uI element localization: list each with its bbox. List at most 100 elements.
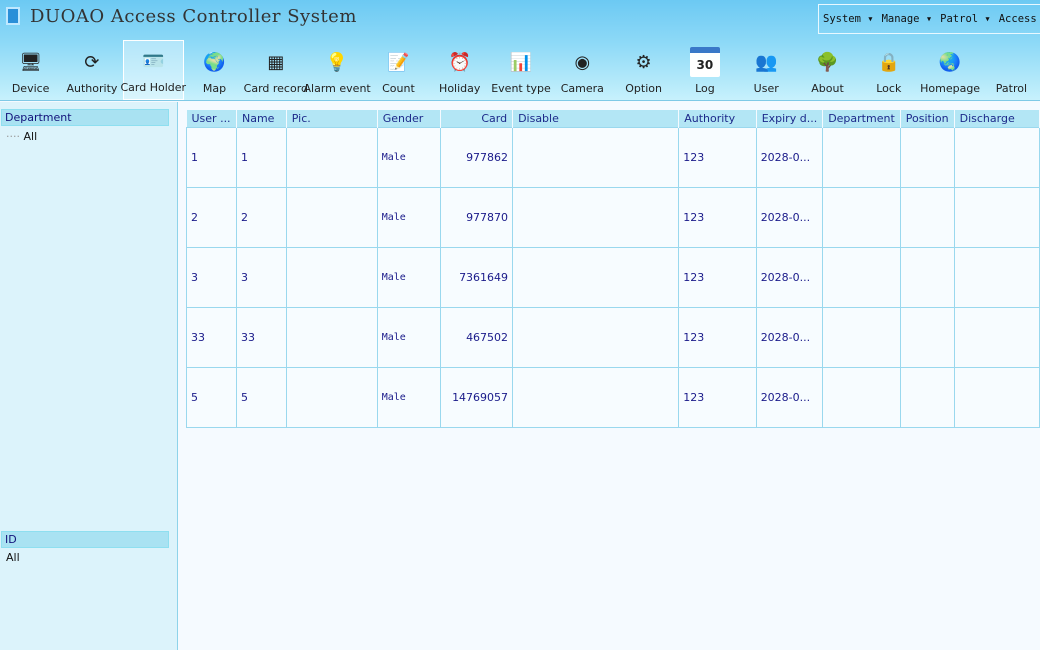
toolbar-option-button[interactable]: ⚙ Option [613,40,674,100]
table-cell: 2028-0... [755,186,824,248]
table-cell [899,246,955,308]
table-cell [512,186,680,248]
table-cell [285,246,378,308]
toolbar-card-record-button[interactable]: ▦ Card record [244,40,308,100]
toolbar-event-type-button[interactable]: 📊 Event type [490,40,551,100]
toolbar-label: Event type [491,82,551,95]
menu-1[interactable]: Manage ▾ [881,13,933,25]
column-header[interactable]: Card [440,110,514,127]
table-row[interactable]: 33 33 Male 467502 123 2028-0... [186,306,1040,368]
tree-item-label: All [23,130,38,143]
toolbar-label: Patrol [995,82,1028,95]
toolbar-label: Authority [66,82,118,95]
globe-icon: 🌏 [938,51,962,73]
toolbar-count-button[interactable]: 📝 Count [368,40,429,100]
toolbar-label: Count [382,82,415,95]
toolbar-homepage-button[interactable]: 🌏 Homepage [919,40,980,100]
table-row[interactable]: 3 3 Male 7361649 123 2028-0... [186,246,1040,308]
column-header[interactable]: Authority [678,110,757,127]
toolbar-alarm-event-button[interactable]: 💡 Alarm event [304,40,371,100]
menu-3[interactable]: Access co [998,13,1040,25]
column-header[interactable]: Gender [377,110,442,127]
table-cell: 977870 [440,186,514,248]
column-header[interactable]: Discharge [954,110,1040,127]
table-cell [953,126,1040,188]
table-cell: 2028-0... [755,366,824,428]
toolbar-map-button[interactable]: 🌍 Map [184,40,245,100]
department-header: Department [1,109,169,126]
lock-icon: 🔒 [877,51,900,73]
table-cell [953,186,1040,248]
column-header[interactable]: User ... [186,110,237,127]
alarm-clock-icon: ⏰ [448,51,471,73]
table-cell: 2028-0... [755,126,824,188]
menu-0[interactable]: System ▾ [823,13,874,25]
table-cell: 977862 [440,126,514,188]
globe-icon: 🌍 [203,51,226,73]
table-cell [899,366,955,428]
column-header[interactable]: Pic. [286,110,378,127]
department-tree-item-all[interactable]: ···· All [6,130,38,143]
toolbar-label: Log [695,82,715,95]
table-cell [953,306,1040,368]
table-cell [822,186,901,248]
monitor-icon: 🖥 [19,51,43,73]
toolbar-label: Device [11,82,50,95]
toolbar-lock-button[interactable]: 🔒 Lock [858,40,919,100]
column-header[interactable]: Department [822,110,901,127]
toolbar-user-button[interactable]: 👥 User [736,40,797,100]
app-logo-icon [6,7,20,25]
main-menu: System ▾ Manage ▾ Patrol ▾ Access co [818,4,1040,34]
bulb-icon: 💡 [325,51,349,73]
table-cell [512,126,680,188]
toolbar-holiday-button[interactable]: ⏰ Holiday [429,40,490,100]
notepad-icon: 📝 [387,51,410,73]
table-cell [285,186,378,248]
column-header[interactable]: Name [236,110,287,127]
table-cell: 3 [235,246,287,308]
table-row[interactable]: 2 2 Male 977870 123 2028-0... [186,186,1040,248]
table-cell: 123 [678,306,757,368]
toolbar-card-holder-button[interactable]: 🪪 Card Holder [120,40,187,100]
table-cell [285,366,378,428]
table-cell [899,186,955,248]
menu-2[interactable]: Patrol ▾ [940,13,991,25]
table-cell: Male [376,186,442,248]
id-card-icon: 🪪 [142,50,165,72]
table-cell [285,126,378,188]
toolbar-authority-button[interactable]: ⟳ Authority [61,40,122,100]
id-list-item-all[interactable]: All [6,551,20,564]
table-cell [822,126,901,188]
toolbar-label: Holiday [439,82,481,95]
toolbar-camera-button[interactable]: ◉ Camera [552,40,613,100]
toolbar-log-button[interactable]: 30 Log [674,40,735,100]
toolbar-label: Card Holder [120,81,187,94]
column-header[interactable]: Expiry d... [756,110,824,127]
toolbar-about-button[interactable]: 🌳 About [797,40,858,100]
calendar-icon: 30 [689,47,720,77]
table-cell: 5 [186,366,237,428]
table-cell: 5 [235,366,287,428]
table-cell: 2028-0... [755,246,824,308]
toolbar-label: User [753,82,779,95]
table-cell [822,306,901,368]
table-icon: ▦ [267,51,285,73]
users-icon: 👥 [754,51,778,73]
refresh-icon: ⟳ [84,51,100,73]
table-cell: 1 [235,126,287,188]
table-row[interactable]: 1 1 Male 977862 123 2028-0... [186,126,1040,188]
table-cell [822,366,901,428]
table-row[interactable]: 5 5 Male 14769057 123 2028-0... [186,366,1040,428]
column-header[interactable]: Disable [512,110,680,127]
toolbar-label: Map [202,82,227,95]
toolbar-patrol-button[interactable]: Patrol [981,40,1040,100]
app-title: DUOAO Access Controller System [30,6,357,27]
header-bar: DUOAO Access Controller System System ▾ M… [0,0,1040,101]
toolbar-device-button[interactable]: 🖥 Device [0,40,61,100]
table-cell: 1 [186,126,237,188]
column-header[interactable]: Position [900,110,955,127]
card-holder-table: User ... Name Pic. Gender Card Disable Authori… [186,110,1040,428]
table-cell: 123 [678,246,757,308]
table-cell: 123 [678,186,757,248]
table-cell: 467502 [440,306,514,368]
